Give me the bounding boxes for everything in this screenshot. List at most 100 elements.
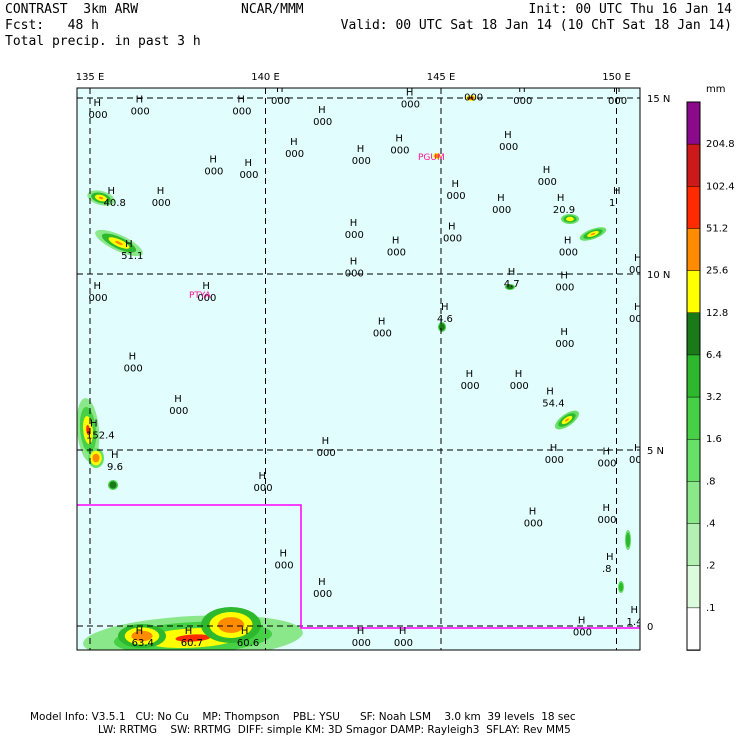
high-value-label: 000: [197, 293, 216, 304]
max-marker: H: [90, 418, 98, 429]
high-marker: H: [543, 165, 551, 176]
model-title: CONTRAST 3km ARW: [5, 2, 139, 17]
precip-cell: [175, 634, 211, 642]
high-marker: H: [469, 80, 477, 91]
model-info-line1: Model Info: V3.5.1 CU: No Cu MP: Thompso…: [30, 711, 576, 723]
ocean-background: [77, 88, 640, 650]
model-info-line2: LW: RRTMG SW: RRTMG DIFF: simple KM: 3D …: [98, 724, 571, 736]
high-marker: H: [634, 302, 642, 313]
high-value-label: 000: [313, 117, 332, 128]
high-marker: H: [518, 84, 526, 95]
high-marker: H: [318, 577, 326, 588]
high-marker: H: [564, 235, 572, 246]
max-marker: H: [136, 626, 144, 637]
precip-cell: [131, 630, 153, 642]
lon-label: 140 E: [251, 72, 280, 83]
precip-max-label: 20.9: [553, 205, 575, 216]
high-value-label: 000: [313, 589, 332, 600]
max-marker: H: [508, 267, 516, 278]
high-value-label: 000: [608, 96, 627, 107]
high-value-label: 000: [285, 149, 304, 160]
high-value-label: 000: [345, 230, 364, 241]
legend-label: .8: [706, 476, 716, 487]
institution: NCAR/MMM: [241, 2, 304, 17]
legend-label: 6.4: [706, 350, 722, 361]
precip-maxima: H40.8H51.1H152.4H9.6H4.6H54.4H20.9H4.7H.…: [86, 186, 640, 649]
legend-label: 51.2: [706, 223, 728, 234]
high-value-label: 000: [538, 177, 557, 188]
precip-cell: [98, 196, 104, 200]
high-marker: H: [202, 281, 210, 292]
precip-max-label: 60.6: [237, 638, 259, 649]
high-value-label: 000: [271, 96, 290, 107]
precip-max-label: 9.6: [107, 462, 123, 473]
forecast-hour: Fcst: 48 h: [5, 18, 99, 33]
high-marker: H: [515, 369, 523, 380]
high-value-label: 000: [545, 455, 564, 466]
high-marker: H: [94, 281, 102, 292]
legend-swatch: [686, 228, 701, 272]
high-marker: H: [129, 352, 137, 363]
high-value-label: 000: [169, 406, 188, 417]
precip-cell: [625, 532, 631, 548]
precip-cell: [434, 153, 440, 159]
precip-shading: [77, 95, 631, 650]
lat-label: 15 N: [647, 94, 670, 105]
lat-lon-grid: [77, 88, 640, 650]
high-marker: H: [634, 253, 642, 264]
high-value-label: 000: [513, 96, 532, 107]
high-marker: H: [452, 179, 460, 190]
high-marker: H: [174, 394, 182, 405]
high-marker: H: [613, 84, 621, 95]
precip-cell: [590, 232, 596, 236]
legend-label: .2: [706, 561, 716, 572]
legend-swatch: [686, 270, 701, 314]
legend-swatch: [686, 607, 701, 651]
precip-max-label: 152.4: [86, 430, 115, 441]
high-value-label: 000: [524, 518, 543, 529]
legend-swatch: [686, 481, 701, 525]
high-value-label: 000: [253, 483, 272, 494]
high-marker: H: [357, 626, 365, 637]
legend-frame: [686, 101, 701, 651]
high-value-label: 000: [629, 314, 648, 325]
max-marker: H: [111, 450, 119, 461]
precip-max-label: 4.7: [504, 279, 520, 290]
max-marker: H: [631, 605, 639, 616]
precip-max-label: 60.7: [181, 638, 203, 649]
high-marker: H: [406, 88, 414, 99]
legend-label: 102.4: [706, 181, 735, 192]
high-marker: H: [322, 436, 330, 447]
lon-label: 150 E: [602, 72, 631, 83]
max-marker: H: [613, 186, 621, 197]
legend-label: 204.8: [706, 139, 735, 150]
high-value-label: 000: [443, 233, 462, 244]
precip-max-label: .8: [602, 564, 612, 575]
legend-swatch: [686, 186, 701, 230]
max-marker: H: [546, 387, 554, 398]
precip-max-label: 54.4: [542, 399, 564, 410]
high-marker: H: [209, 154, 217, 165]
high-marker: H: [237, 95, 245, 106]
precip-cell: [92, 453, 100, 463]
legend-swatch: [686, 101, 701, 145]
precip-cell: [565, 418, 569, 422]
color-legend: 204.8 102.4 51.2 25.6 12.8 6.4 3.2 1.6 .8 .4 .2 .1: [686, 101, 735, 651]
high-value-label: 000: [464, 92, 483, 103]
legend-label: 25.6: [706, 266, 728, 277]
high-value-label: 000: [555, 283, 574, 294]
high-value-label: 000: [89, 110, 108, 121]
legend-swatch: [686, 438, 701, 483]
high-marker: H: [350, 256, 358, 267]
high-value-label: 000: [573, 628, 592, 639]
precip-max-label: 51.1: [121, 251, 143, 262]
high-marker: H: [466, 369, 474, 380]
lat-label: 10 N: [647, 270, 670, 281]
high-marker: H: [276, 84, 284, 95]
high-marker: H: [560, 271, 568, 282]
precip-max-label: 63.4: [132, 638, 154, 649]
legend-label: .4: [706, 519, 716, 530]
high-marker: H: [560, 327, 568, 338]
high-value-label: 000: [629, 265, 648, 276]
